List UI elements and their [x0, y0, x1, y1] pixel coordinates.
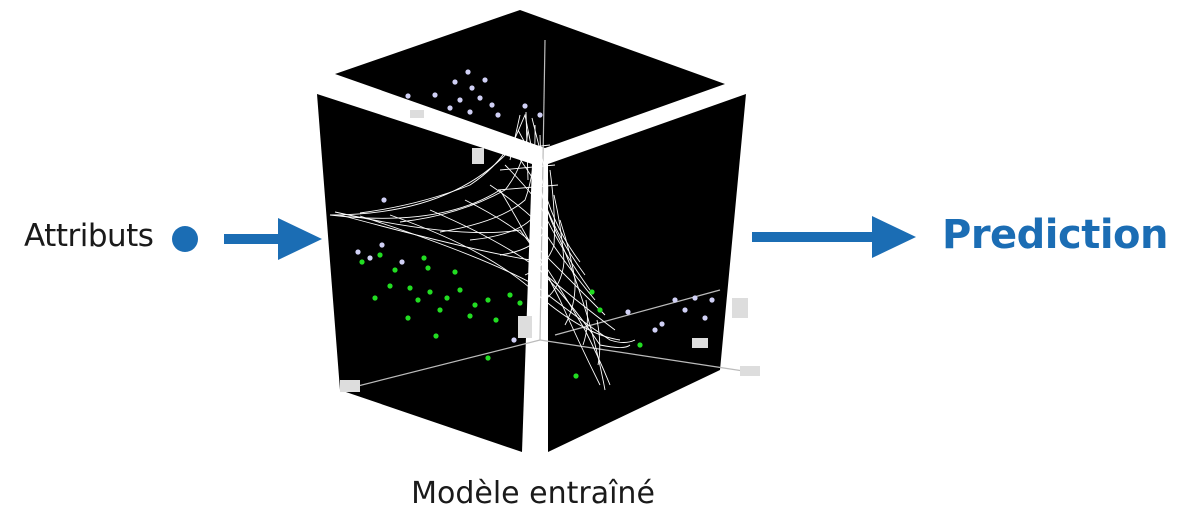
- input-attributes-label: Attributs: [24, 218, 153, 254]
- output-arrow-icon: [752, 216, 916, 258]
- cube-right-face: [548, 94, 746, 452]
- input-dot-icon: [172, 226, 198, 252]
- model-caption: Modèle entraîné: [0, 476, 1066, 511]
- cube-left-face: [317, 94, 532, 452]
- output-prediction-label: Prediction: [942, 212, 1168, 258]
- trained-model-cube-icon: [300, 0, 760, 460]
